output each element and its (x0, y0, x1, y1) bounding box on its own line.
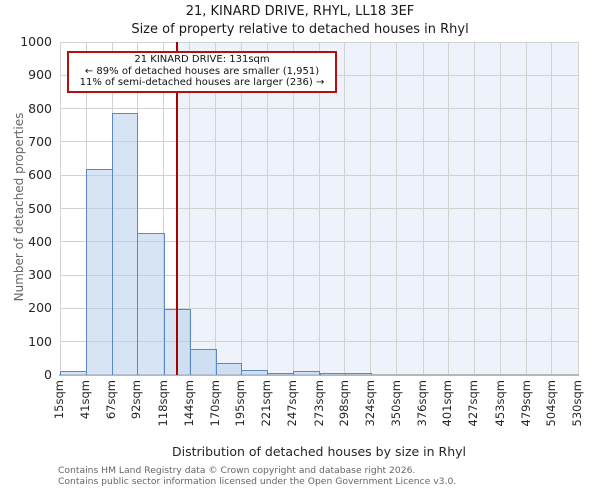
x-axis-tick-label: 92sqm (129, 380, 144, 420)
x-axis-tick-label: 144sqm (181, 380, 196, 427)
property-size-marker-line (175, 42, 178, 375)
annotation-larger-stat: 11% of semi-detached houses are larger (… (79, 77, 325, 88)
gridline-horizontal (60, 108, 578, 110)
histogram-bar (189, 349, 217, 375)
x-axis-tick-label: 530sqm (570, 380, 584, 427)
y-axis-tick-label: 200 (28, 300, 52, 316)
x-axis-title: Distribution of detached houses by size … (171, 444, 467, 459)
x-axis-line (59, 374, 579, 376)
y-axis-tick-label: 500 (28, 200, 52, 216)
footer-line-2: Contains public sector information licen… (58, 475, 457, 487)
chart-subtitle: Size of property relative to detached ho… (131, 22, 469, 37)
y-axis-tick-label: 100 (28, 333, 52, 349)
y-axis-tick-label: 900 (28, 67, 52, 83)
x-axis-tick-label: 247sqm (285, 380, 300, 427)
x-axis-tick-label: 479sqm (518, 380, 533, 427)
x-axis-tick-label: 401sqm (440, 380, 455, 427)
footer: Contains HM Land Registry data © Crown c… (58, 465, 457, 487)
x-axis-tick-label: 41sqm (78, 380, 93, 420)
y-axis-title: Number of detached properties (12, 112, 26, 302)
histogram-bar (267, 373, 295, 375)
histogram-bar (241, 370, 269, 375)
x-axis-tick-label: 15sqm (52, 380, 66, 420)
x-axis-tick-label: 427sqm (466, 380, 481, 427)
histogram-bar (293, 370, 321, 375)
gridline-horizontal (60, 341, 578, 343)
annotation-box: 21 KINARD DRIVE: 131sqm ← 89% of detache… (67, 51, 337, 93)
x-axis-tick-label: 170sqm (207, 380, 222, 427)
histogram-bar (137, 232, 165, 375)
y-axis-tick-label: 600 (28, 167, 52, 183)
x-axis-tick-label: 118sqm (155, 380, 170, 427)
histogram-bar (215, 363, 243, 375)
gridline-horizontal (60, 174, 578, 176)
x-axis-tick-label: 221sqm (259, 380, 274, 427)
y-axis-tick-label: 400 (28, 233, 52, 249)
footer-line-1: Contains HM Land Registry data © Crown c… (58, 465, 416, 476)
gridline-horizontal (60, 41, 578, 43)
x-axis-tick-label: 350sqm (388, 380, 403, 427)
histogram-bar (319, 373, 346, 375)
x-axis-tick-label: 453sqm (492, 380, 507, 427)
plot-area: 21 KINARD DRIVE: 131sqm ← 89% of detache… (59, 41, 579, 376)
histogram-bar (60, 371, 88, 375)
annotation-smaller-stat: ← 89% of detached houses are smaller (1,… (84, 65, 320, 77)
x-axis-tick-label: 195sqm (233, 380, 248, 427)
gridline-horizontal (60, 307, 578, 309)
x-axis-tick-label: 298sqm (336, 380, 351, 427)
gridline-horizontal (60, 241, 578, 243)
x-axis-tick-label: 324sqm (362, 380, 377, 427)
gridline-vertical (577, 42, 579, 375)
gridline-horizontal (60, 208, 578, 209)
y-axis-tick-label: 0 (44, 367, 52, 382)
gridline-horizontal (60, 274, 578, 276)
x-axis-tick-label: 67sqm (104, 380, 119, 420)
annotation-property-size: 21 KINARD DRIVE: 131sqm (134, 54, 270, 65)
x-axis-tick-label: 273sqm (311, 380, 326, 427)
histogram-bar (112, 112, 139, 375)
gridline-horizontal (60, 141, 578, 143)
y-axis-tick-label: 300 (28, 267, 52, 283)
y-axis-tick-label: 800 (28, 100, 52, 116)
histogram-bar (344, 373, 372, 375)
y-axis-tick-label: 1000 (20, 34, 52, 49)
chart-title: 21, KINARD DRIVE, RHYL, LL18 3EF (185, 4, 415, 19)
x-axis-tick-label: 376sqm (415, 380, 430, 427)
y-axis-tick-label: 700 (28, 133, 52, 149)
x-axis-tick-label: 504sqm (543, 380, 558, 427)
histogram-bar (86, 168, 114, 375)
